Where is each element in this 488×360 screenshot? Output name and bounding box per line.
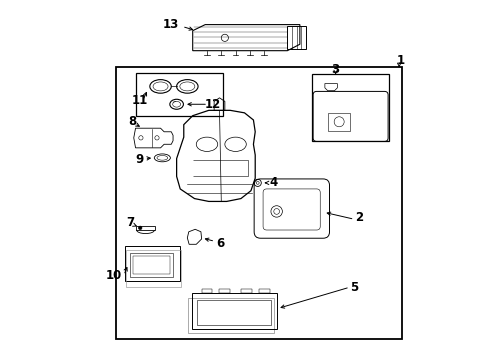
- Bar: [201, 289, 212, 293]
- Bar: [241, 289, 251, 293]
- Bar: [328, 113, 349, 131]
- Text: 4: 4: [268, 176, 277, 189]
- Text: 3: 3: [331, 63, 339, 76]
- Text: 2: 2: [354, 211, 362, 224]
- Text: 10: 10: [105, 269, 122, 282]
- Text: 6: 6: [216, 237, 224, 250]
- Text: 1: 1: [396, 54, 404, 67]
- Text: 13: 13: [162, 18, 178, 31]
- Text: 11: 11: [132, 94, 148, 107]
- Text: 12: 12: [204, 98, 221, 111]
- Text: 8: 8: [128, 114, 137, 127]
- Bar: [258, 289, 269, 293]
- Bar: [125, 249, 180, 287]
- Text: 5: 5: [350, 281, 358, 294]
- Bar: [188, 297, 273, 333]
- Bar: [130, 253, 173, 277]
- Bar: [197, 300, 270, 325]
- Bar: [124, 246, 180, 281]
- Bar: [287, 26, 305, 49]
- Text: 7: 7: [126, 216, 134, 229]
- Bar: [219, 289, 230, 293]
- Bar: [312, 73, 388, 141]
- Bar: [116, 67, 401, 339]
- Bar: [135, 73, 223, 116]
- Bar: [191, 293, 276, 329]
- Text: 9: 9: [135, 153, 143, 166]
- Bar: [133, 256, 170, 274]
- Circle shape: [138, 226, 142, 230]
